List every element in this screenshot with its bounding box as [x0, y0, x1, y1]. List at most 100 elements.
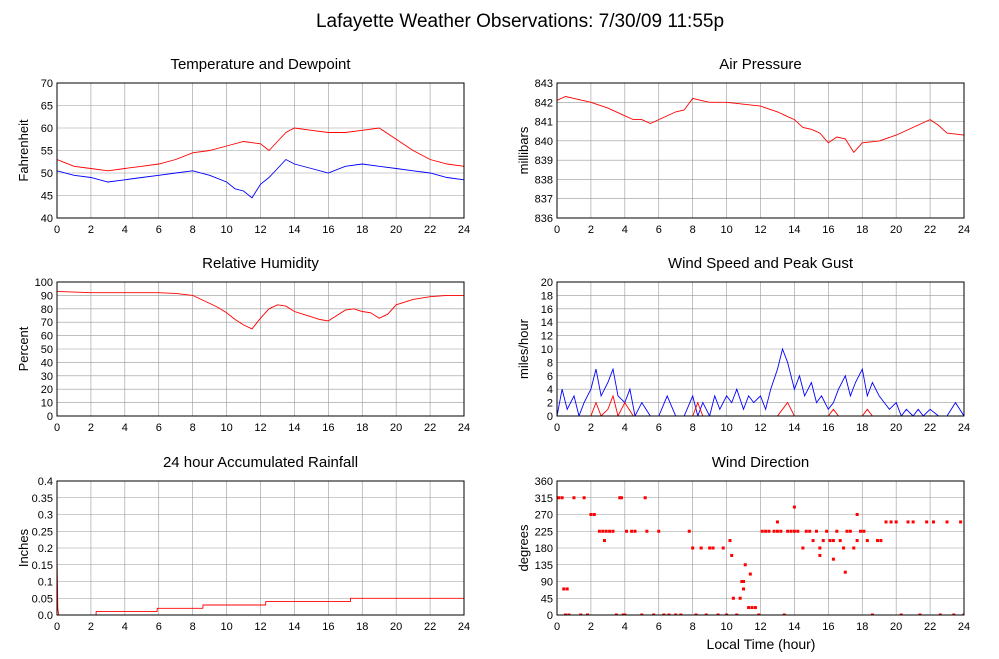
x-tick-label: 18	[356, 224, 368, 236]
x-tick-label: 2	[588, 422, 594, 434]
wind-direction-point	[728, 539, 732, 543]
x-tick-label: 12	[254, 422, 266, 434]
wind-direction-point	[792, 505, 796, 509]
wind-direction-point	[757, 613, 761, 615]
y-tick-label: 80	[41, 304, 53, 316]
wind-direction-point	[572, 496, 576, 500]
y-tick-label: 360	[535, 476, 553, 488]
x-tick-label: 8	[190, 224, 196, 236]
x-tick-label: 22	[924, 422, 936, 434]
wind-direction-point	[782, 613, 786, 615]
y-tick-label: 60	[41, 331, 53, 343]
wind-direction-point	[623, 613, 627, 615]
figure-title: Lafayette Weather Observations: 7/30/09 …	[316, 11, 724, 32]
wind-direction-point	[753, 606, 757, 610]
wind-plot-frame	[556, 281, 965, 417]
x-tick-label: 6	[156, 422, 162, 434]
x-tick-label: 4	[622, 422, 628, 434]
wind-direction-point	[894, 520, 898, 524]
wind-direction-point	[679, 613, 683, 615]
wind-title: Wind Speed and Peak Gust	[668, 255, 854, 272]
wind-direction-point	[645, 529, 649, 533]
x-tick-label: 18	[356, 422, 368, 434]
x-tick-label: 12	[254, 621, 266, 633]
x-tick-label: 14	[288, 224, 300, 236]
wind-direction-point	[801, 546, 805, 550]
wind-direction-point	[884, 520, 888, 524]
y-tick-label: 12	[541, 331, 553, 343]
y-tick-label: 0.3	[38, 510, 53, 522]
wind-direction-point	[918, 613, 922, 615]
press-title: Air Pressure	[719, 56, 802, 73]
wind-direction-point	[699, 546, 703, 550]
y-tick-label: 0.05	[32, 593, 53, 605]
x-tick-label: 16	[322, 422, 334, 434]
wind-direction-point	[879, 539, 883, 543]
x-tick-label: 10	[220, 422, 232, 434]
wind-direction-point	[862, 529, 866, 533]
y-tick-label: 838	[535, 174, 553, 186]
y-tick-label: 180	[535, 543, 553, 555]
wind-direction-point	[563, 613, 567, 615]
wind-direction-point	[835, 529, 839, 533]
y-tick-label: 40	[41, 213, 53, 225]
wind-direction-point	[560, 496, 564, 500]
wind-direction-point	[831, 539, 835, 543]
wind-direction-point	[704, 613, 708, 615]
y-tick-label: 135	[535, 560, 553, 572]
temp-series-0-line	[57, 127, 464, 172]
x-tick-label: 8	[690, 224, 696, 236]
rh-chart: Relative HumidityPercent0102030405060708…	[16, 255, 470, 434]
wind-direction-point	[825, 529, 829, 533]
wind-direction-point	[625, 529, 629, 533]
wdir-plot-frame	[556, 480, 965, 616]
wind-direction-point	[725, 613, 729, 615]
wind-direction-point	[814, 529, 818, 533]
y-tick-label: 10	[41, 398, 53, 410]
wind-direction-point	[848, 529, 852, 533]
y-tick-label: 20	[541, 277, 553, 289]
y-tick-label: 843	[535, 78, 553, 90]
x-tick-label: 14	[288, 422, 300, 434]
x-axis-label: Local Time (hour)	[707, 636, 816, 652]
y-tick-label: 20	[41, 384, 53, 396]
rain-chart: 24 hour Accumulated Rainfall Inches 0.0 0.0…	[16, 454, 470, 633]
x-tick-label: 18	[856, 621, 868, 633]
y-tick-label: 50	[41, 344, 53, 356]
wind-direction-point	[592, 513, 596, 516]
y-tick-label: 842	[535, 97, 553, 109]
y-tick-label: 840	[535, 136, 553, 148]
press-plot-frame	[556, 82, 965, 219]
y-tick-label: 100	[35, 277, 53, 289]
x-tick-label: 2	[588, 224, 594, 236]
x-tick-label: 16	[822, 621, 834, 633]
wind-direction-point	[779, 529, 783, 533]
y-tick-label: 0.4	[38, 476, 53, 488]
y-tick-label: 70	[41, 78, 53, 90]
wind-direction-point	[876, 539, 880, 543]
x-tick-label: 14	[288, 621, 300, 633]
y-tick-label: 65	[41, 101, 53, 113]
wind-direction-point	[731, 596, 735, 600]
wind-direction-point	[931, 520, 935, 524]
temp-chart: Temperature and DewpointFahrenheit404550…	[16, 56, 470, 236]
wind-direction-point	[743, 563, 747, 567]
wind-direction-point	[643, 496, 647, 500]
wind-direction-point	[630, 529, 634, 533]
wind-direction-point	[691, 546, 695, 550]
y-tick-label: 0.25	[32, 526, 53, 538]
wind-direction-point	[619, 496, 623, 500]
wind-direction-point	[747, 606, 751, 610]
x-tick-label: 0	[554, 224, 560, 236]
wind-direction-point	[852, 546, 856, 550]
x-tick-label: 24	[458, 621, 470, 633]
wind-direction-point	[662, 613, 666, 615]
wind-direction-point	[667, 613, 671, 615]
wind-direction-point	[789, 529, 793, 533]
x-tick-label: 8	[190, 422, 196, 434]
y-tick-label: 4	[547, 384, 553, 396]
y-tick-label: 270	[535, 510, 553, 522]
x-tick-label: 16	[322, 224, 334, 236]
y-tick-label: 0.0	[38, 610, 53, 622]
wind-direction-point	[845, 529, 849, 533]
